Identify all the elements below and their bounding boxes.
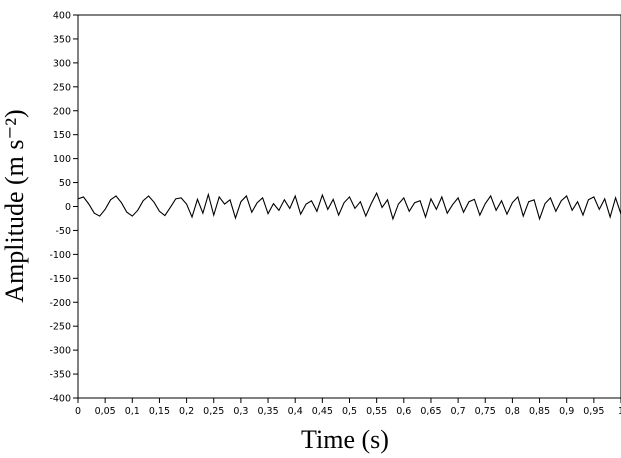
y-tick-label: 0 [65,202,71,213]
y-axis-ticks: 400 350 300 250 200 150 100 50 0 -50 -100 -150 -200 -… [49,11,78,405]
x-tick-label: 0,15 [149,406,170,417]
x-axis-ticks: 0 0,05 0,1 0,15 0,2 0,25 0,3 0,35 0,4 0,45 0,5 0,55… [75,398,621,417]
x-tick-label: 1 [618,406,621,417]
x-tick-label: 0,65 [420,406,441,417]
y-tick-label: 50 [59,178,71,189]
x-axis-title: Time (s) [301,425,389,454]
y-tick-label: -350 [49,370,71,381]
y-tick-label: 250 [53,82,71,93]
x-tick-label: 0,75 [475,406,496,417]
x-tick-label: 0,2 [179,406,194,417]
x-tick-label: 0,95 [583,406,604,417]
y-tick-label: -250 [49,322,71,333]
x-tick-label: 0,85 [529,406,550,417]
x-tick-label: 0,7 [451,406,466,417]
y-tick-label: 100 [53,154,71,165]
y-tick-label: -400 [49,394,71,405]
amplitude-series-line [77,191,621,221]
x-tick-label: 0,3 [233,406,248,417]
x-tick-label: 0,9 [559,406,574,417]
x-tick-label: 0,4 [288,406,303,417]
x-tick-label: 0,6 [396,406,411,417]
y-tick-label: -200 [49,298,71,309]
y-tick-label: -300 [49,346,71,357]
y-tick-label: -50 [55,226,71,237]
plot-area-frame [77,14,621,399]
y-tick-label: 150 [53,130,71,141]
y-tick-label: -100 [49,250,71,261]
y-tick-label: 300 [53,58,71,69]
y-tick-label: 200 [53,106,71,117]
y-tick-label: 400 [53,11,71,22]
x-tick-label: 0,1 [125,406,140,417]
x-tick-label: 0 [75,406,81,417]
x-tick-label: 0,35 [257,406,278,417]
x-tick-label: 0,8 [505,406,520,417]
x-tick-label: 0,05 [95,406,116,417]
x-tick-label: 0,55 [366,406,387,417]
x-tick-label: 0,5 [342,406,357,417]
y-tick-label: -150 [49,274,71,285]
x-tick-label: 0,45 [312,406,333,417]
y-axis-title: Amplitude (m s⁻²) [0,109,29,302]
x-tick-label: 0,25 [203,406,224,417]
y-tick-label: 350 [53,34,71,45]
